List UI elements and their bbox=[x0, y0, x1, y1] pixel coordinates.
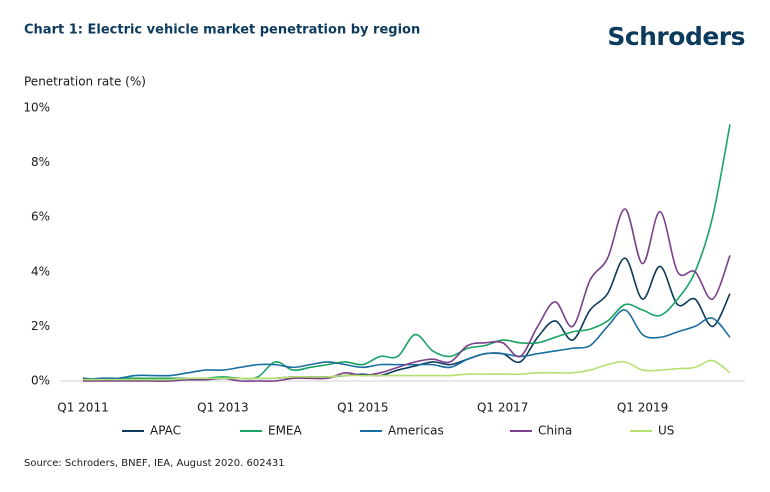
chart-title: Chart 1: Electric vehicle market penetra… bbox=[24, 23, 420, 38]
series-line bbox=[83, 208, 731, 382]
x-tick-label: Q1 2019 bbox=[617, 401, 668, 415]
x-tick-label: Q1 2017 bbox=[477, 401, 528, 415]
x-tick-label: Q1 2013 bbox=[197, 401, 248, 415]
legend-label: US bbox=[658, 424, 674, 438]
y-tick-label: 10% bbox=[23, 101, 50, 115]
x-tick-label: Q1 2011 bbox=[57, 401, 108, 415]
y-tick-label: 6% bbox=[31, 210, 50, 224]
y-axis-label: Penetration rate (%) bbox=[24, 75, 146, 89]
series-line bbox=[83, 359, 731, 381]
legend-label: EMEA bbox=[268, 424, 303, 438]
legend-label: China bbox=[538, 424, 572, 438]
source-note: Source: Schroders, BNEF, IEA, August 202… bbox=[24, 458, 285, 469]
legend-label: Americas bbox=[388, 424, 444, 438]
y-tick-label: 8% bbox=[31, 155, 50, 169]
legend-label: APAC bbox=[150, 424, 181, 438]
y-tick-label: 2% bbox=[31, 319, 50, 333]
y-tick-label: 4% bbox=[31, 264, 50, 278]
y-tick-label: 0% bbox=[31, 374, 50, 388]
x-tick-label: Q1 2015 bbox=[337, 401, 388, 415]
brand-logo: Schroders bbox=[607, 22, 745, 51]
series-line bbox=[82, 124, 731, 381]
